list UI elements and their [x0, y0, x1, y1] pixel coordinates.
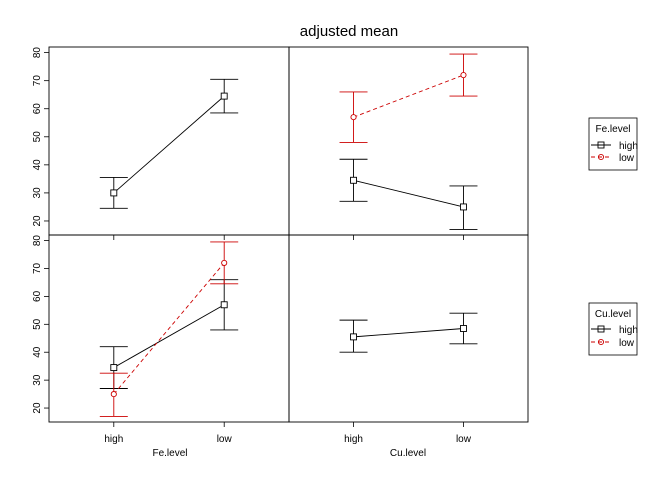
- svg-text:Fe.level: Fe.level: [152, 448, 187, 459]
- series-mean-tl: [99, 78, 239, 209]
- data-point: [350, 333, 357, 341]
- series-low-tr: [339, 53, 478, 143]
- data-point: [110, 391, 117, 398]
- y-tick-label: 60: [32, 103, 43, 115]
- data-point: [350, 114, 357, 121]
- y-tick-label: 80: [32, 47, 43, 59]
- series-line: [353, 179, 464, 208]
- series-low-bl: [99, 241, 239, 417]
- series-high-tr: [339, 158, 478, 230]
- legend-title: Cu.level: [595, 309, 631, 320]
- data-point: [220, 92, 228, 100]
- x-tick-label: high: [104, 434, 123, 445]
- series-line: [113, 262, 225, 395]
- legend-fe-level: Fe.level high low: [588, 117, 638, 171]
- series-line: [113, 304, 225, 368]
- panel-tl: 20 30 40 50 60 70 80: [32, 46, 290, 240]
- x-tick-label: high: [344, 434, 363, 445]
- legend-entry-low: low: [619, 338, 635, 349]
- y-tick-label: 60: [32, 290, 43, 302]
- chart-title: adjusted mean: [300, 23, 398, 40]
- y-tick-label: 20: [32, 215, 43, 227]
- data-point: [220, 301, 228, 309]
- y-tick-label: 30: [32, 187, 43, 199]
- y-tick-label: 50: [32, 318, 43, 330]
- legend-entry-high: high: [619, 141, 638, 152]
- panel-frame: [288, 234, 529, 423]
- panel-br: high low: [288, 234, 529, 445]
- legend-title: Fe.level: [595, 124, 630, 135]
- panel-tr: [288, 46, 529, 240]
- data-point: [460, 203, 467, 211]
- y-tick-label: 50: [32, 131, 43, 143]
- x-axis-label-cu-level: Cu.level: [390, 448, 426, 459]
- y-tick-label: 70: [32, 75, 43, 87]
- data-point: [350, 176, 357, 184]
- y-tick-label: 30: [32, 374, 43, 386]
- series-line: [353, 328, 464, 338]
- legend-entry-low: low: [619, 153, 635, 164]
- panel-frame: [288, 46, 529, 236]
- x-axis-label-fe-level: Fe.level: [152, 448, 187, 459]
- legend-cu-level: Cu.level high low: [588, 302, 638, 356]
- y-tick-label: 40: [32, 346, 43, 358]
- series-line: [353, 74, 464, 118]
- svg-text:Cu.level: Cu.level: [390, 448, 426, 459]
- panel-bl: 20 30 40 50 60 70 80 high low: [32, 234, 290, 445]
- y-tick-label: 80: [32, 235, 43, 247]
- x-tick-label: low: [456, 434, 472, 445]
- x-tick-label: low: [217, 434, 233, 445]
- series-line: [113, 95, 225, 194]
- y-tick-label: 20: [32, 402, 43, 414]
- y-tick-label: 40: [32, 159, 43, 171]
- series-mean-br: [339, 312, 478, 353]
- panel-frame: [48, 46, 290, 236]
- legend-entry-high: high: [619, 325, 638, 336]
- data-point: [221, 259, 228, 266]
- data-point: [110, 189, 118, 197]
- data-point: [460, 72, 467, 79]
- data-point: [460, 325, 467, 332]
- series-high-bl: [99, 279, 239, 389]
- data-point: [110, 364, 118, 372]
- y-tick-label: 70: [32, 262, 43, 274]
